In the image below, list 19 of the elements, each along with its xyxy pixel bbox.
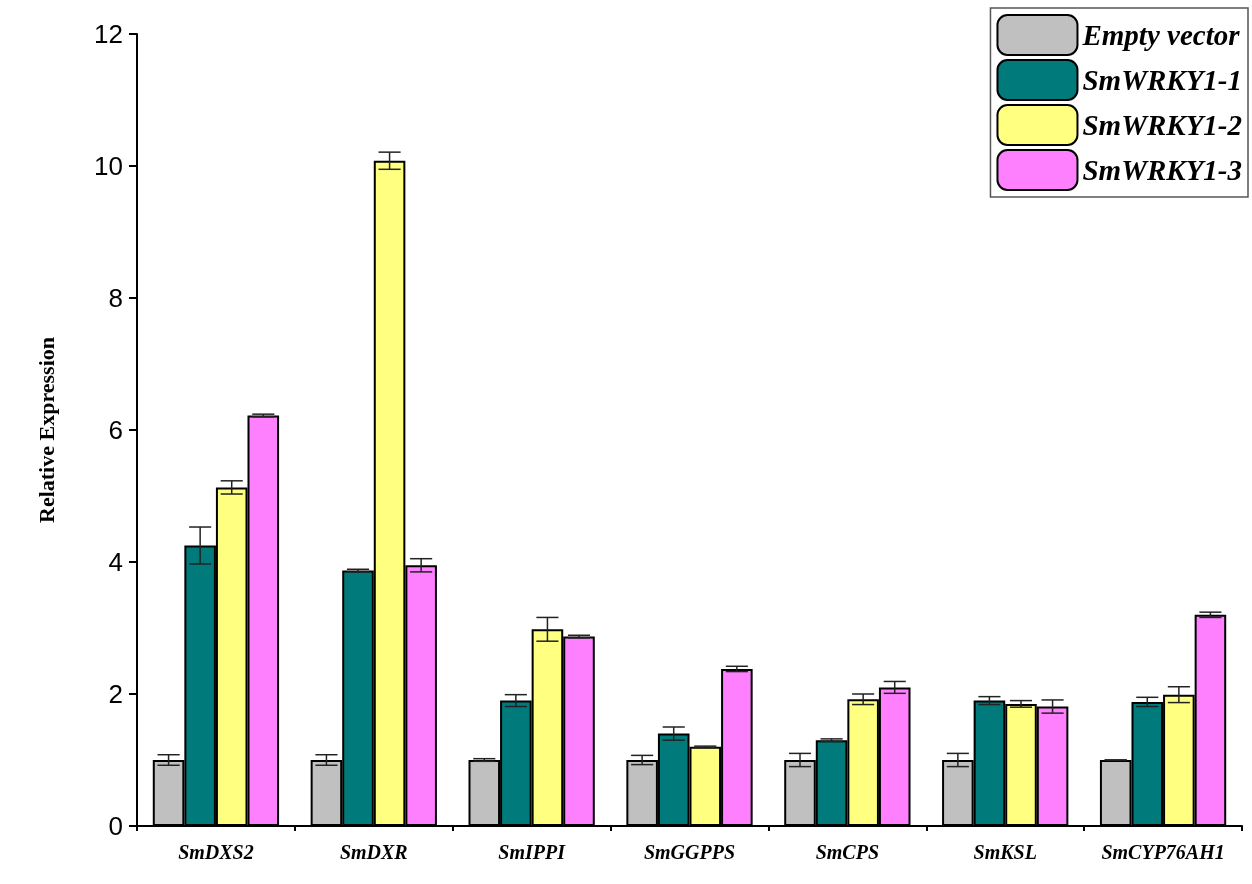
- x-tick-label: SmKSL: [973, 841, 1037, 863]
- x-tick-label: SmCYP76AH1: [1101, 841, 1225, 863]
- legend-label: Empty vector: [1081, 19, 1241, 51]
- y-tick-label: 8: [108, 283, 123, 313]
- x-tick-label: SmCPS: [815, 841, 880, 863]
- y-tick-label: 2: [108, 679, 123, 709]
- legend-label: SmWRKY1-1: [1082, 64, 1242, 96]
- x-tick-label: SmGGPPS: [643, 841, 736, 863]
- x-tick-label: SmIPPI: [498, 841, 567, 863]
- y-tick-label: 10: [94, 151, 123, 181]
- legend-label: SmWRKY1-3: [1082, 154, 1242, 186]
- y-tick-label: 0: [108, 811, 123, 841]
- y-axis-title: Relative Expression: [33, 337, 59, 523]
- x-tick-label: SmDXR: [339, 841, 408, 863]
- y-tick-label: 6: [108, 415, 123, 445]
- legend-label: SmWRKY1-2: [1082, 109, 1242, 141]
- y-tick-label: 12: [94, 19, 123, 49]
- x-tick-label: SmDXS2: [178, 841, 254, 863]
- y-tick-label: 4: [108, 547, 123, 577]
